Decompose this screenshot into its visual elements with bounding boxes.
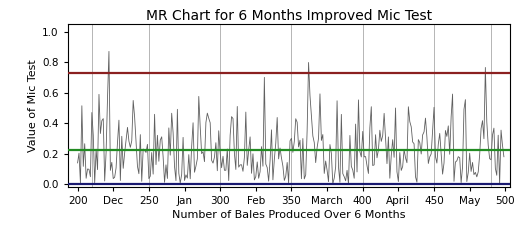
Y-axis label: Value of Mic Test: Value of Mic Test — [28, 59, 38, 152]
Title: MR Chart for 6 Months Improved Mic Test: MR Chart for 6 Months Improved Mic Test — [146, 9, 432, 23]
X-axis label: Number of Bales Produced Over 6 Months: Number of Bales Produced Over 6 Months — [172, 210, 406, 220]
